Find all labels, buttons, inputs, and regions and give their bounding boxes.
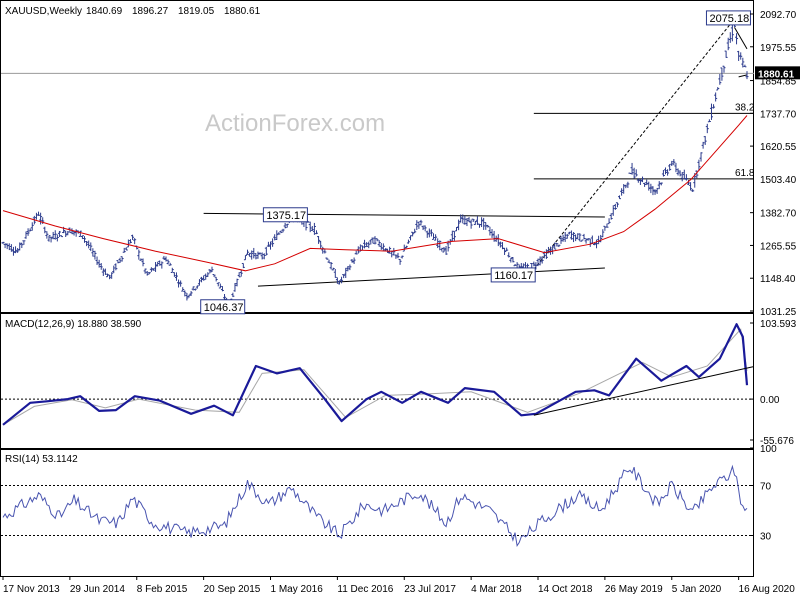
price-axis-label: 1265.55 xyxy=(760,241,797,252)
macd-axis-label: 0.00 xyxy=(760,395,780,406)
price-axis-label: 1031.25 xyxy=(760,307,797,318)
macd-signal-line xyxy=(2,328,748,426)
rsi-axis-label: 70 xyxy=(760,482,772,493)
ohlc-open: 1840.69 xyxy=(86,6,123,17)
ohlc-low: 1819.05 xyxy=(178,6,215,17)
price-annotation-label: 2075.18 xyxy=(709,13,749,25)
rsi-axis-label: 100 xyxy=(760,444,777,455)
rsi-panel xyxy=(0,449,754,577)
price-bars xyxy=(1,21,749,310)
macd-axis-label: 103.593 xyxy=(760,319,797,330)
price-axis-label: 1620.55 xyxy=(760,142,797,153)
price-annotation-box xyxy=(490,267,536,283)
chart-title: XAUUSD,Weekly xyxy=(5,6,82,17)
macd-indicator: 103.593 0.00 -55.676 xyxy=(1,319,797,447)
price-annotation-label: 1375.17 xyxy=(266,210,306,222)
macd-main-line xyxy=(2,323,749,426)
time-axis-label: 8 Feb 2015 xyxy=(137,584,188,595)
time-axis-label: 5 Jan 2020 xyxy=(672,584,722,595)
rsi-line xyxy=(2,464,748,548)
watermark: ActionForex.com xyxy=(205,110,385,137)
rsi-label: RSI(14) 53.1142 xyxy=(5,454,78,465)
time-axis-label: 16 Aug 2020 xyxy=(739,584,796,595)
price-axis-label: 1382.70 xyxy=(760,209,797,220)
time-axis: 17 Nov 2013 29 Jun 2014 8 Feb 2015 20 Sep 2… xyxy=(2,576,796,595)
price-annotation-box xyxy=(262,207,308,223)
macd-axis-label: -55.676 xyxy=(760,436,794,447)
macd-trendline xyxy=(533,366,754,416)
trendline-rally xyxy=(533,18,735,270)
price-axis-label: 1737.70 xyxy=(760,109,797,120)
price-annotation-box xyxy=(705,10,751,26)
price-axis-label: 1148.40 xyxy=(760,274,796,285)
time-axis-label: 1 May 2016 xyxy=(271,584,324,595)
ohlc-close: 1880.61 xyxy=(224,6,261,17)
trendline-triangle-top xyxy=(734,27,748,50)
trendline-triangle-bottom xyxy=(738,74,748,78)
ohlc-high: 1896.27 xyxy=(132,6,169,17)
price-axis: 2092.70 1975.55 1854.85 1737.70 1620.55 1503.… xyxy=(750,10,800,318)
price-axis-label: 1975.55 xyxy=(760,43,797,54)
price-axis-label: 2092.70 xyxy=(760,10,797,21)
last-price-tag-label: 1880.61 xyxy=(758,69,795,80)
time-axis-label: 20 Sep 2015 xyxy=(204,584,261,595)
price-header: XAUUSD,Weekly 1840.69 1896.27 1819.05 18… xyxy=(5,6,261,17)
price-annotation-box xyxy=(200,299,246,315)
fib-level-label: 38.2 xyxy=(735,102,755,113)
last-price-tag xyxy=(755,66,800,80)
price-annotation-label: 1046.37 xyxy=(204,302,244,314)
price-panel xyxy=(0,0,754,313)
price-axis-label: 1503.40 xyxy=(760,175,797,186)
time-axis-label: 4 Mar 2018 xyxy=(471,584,522,595)
price-axis-label: 1854.85 xyxy=(760,77,797,88)
time-axis-label: 29 Jun 2014 xyxy=(70,584,125,595)
trendline-support xyxy=(257,267,605,287)
price-annotations: 2075.18 1375.17 1160.17 1046.37 xyxy=(200,10,751,315)
price-annotation-label: 1160.17 xyxy=(494,270,533,282)
rsi-indicator: 100 70 30 xyxy=(1,444,777,548)
time-axis-label: 26 May 2019 xyxy=(605,584,663,595)
macd-label: MACD(12,26,9) 18.880 38.590 xyxy=(5,319,142,330)
rsi-axis-label: 30 xyxy=(760,532,772,543)
moving-average-line xyxy=(2,115,748,272)
macd-panel xyxy=(0,313,754,449)
time-axis-label: 11 Dec 2016 xyxy=(337,584,393,595)
time-axis-label: 17 Nov 2013 xyxy=(3,584,60,595)
time-axis-label: 23 Jul 2017 xyxy=(404,584,456,595)
time-axis-label: 14 Oct 2018 xyxy=(538,584,593,595)
fib-level-label: 61.8 xyxy=(735,168,755,179)
